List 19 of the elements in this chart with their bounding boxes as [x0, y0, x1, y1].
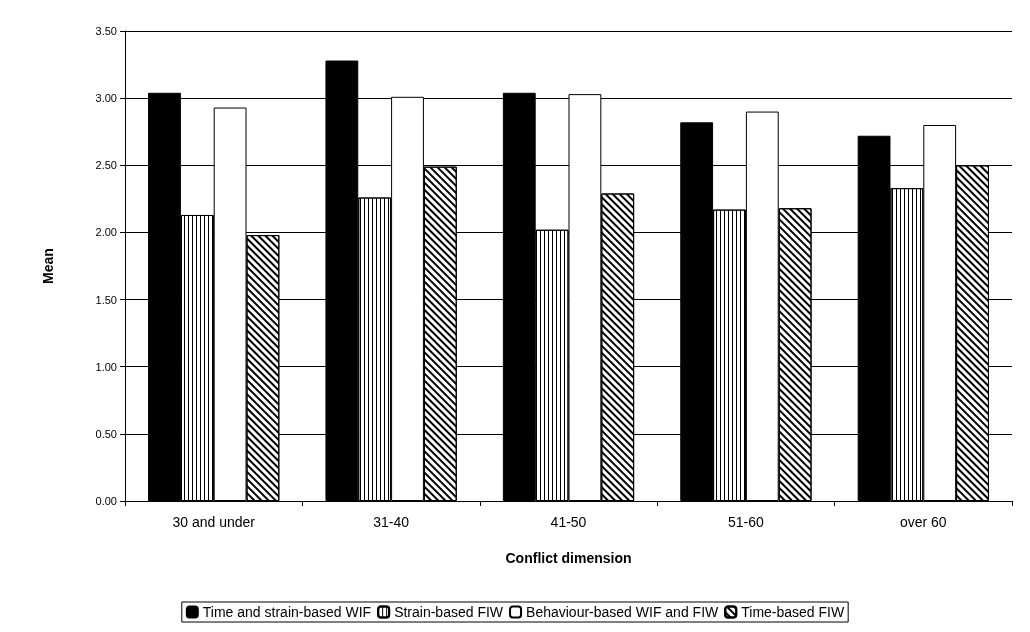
y-tick-label: 0.50 — [95, 427, 117, 440]
x-tick-label: 51-60 — [727, 514, 765, 530]
y-tick-label: 0.00 — [95, 495, 117, 507]
legend-label: Strain-based FIW — [394, 604, 504, 620]
x-tick-label: over 60 — [899, 514, 947, 530]
y-tick-label: 3.50 — [95, 25, 117, 37]
x-axis-title: Conflict dimension — [505, 550, 632, 566]
y-tick-label: 1.00 — [95, 360, 117, 373]
y-tick-label: 2.00 — [95, 226, 117, 239]
legend-label: Time and strain-based WIF — [202, 604, 372, 620]
y-tick-label: 2.50 — [95, 159, 117, 172]
legend-label: Behaviour-based WIF and FIW — [526, 604, 720, 620]
legend-label: Time-based FIW — [741, 604, 845, 620]
y-tick-label: 1.50 — [95, 293, 117, 306]
y-axis-title: Mean — [40, 248, 56, 284]
x-tick-label: 31-40 — [373, 514, 410, 530]
x-tick-label: 30 and under — [172, 514, 256, 530]
y-tick-label: 3.00 — [95, 92, 117, 105]
x-tick-label: 41-50 — [550, 514, 587, 530]
